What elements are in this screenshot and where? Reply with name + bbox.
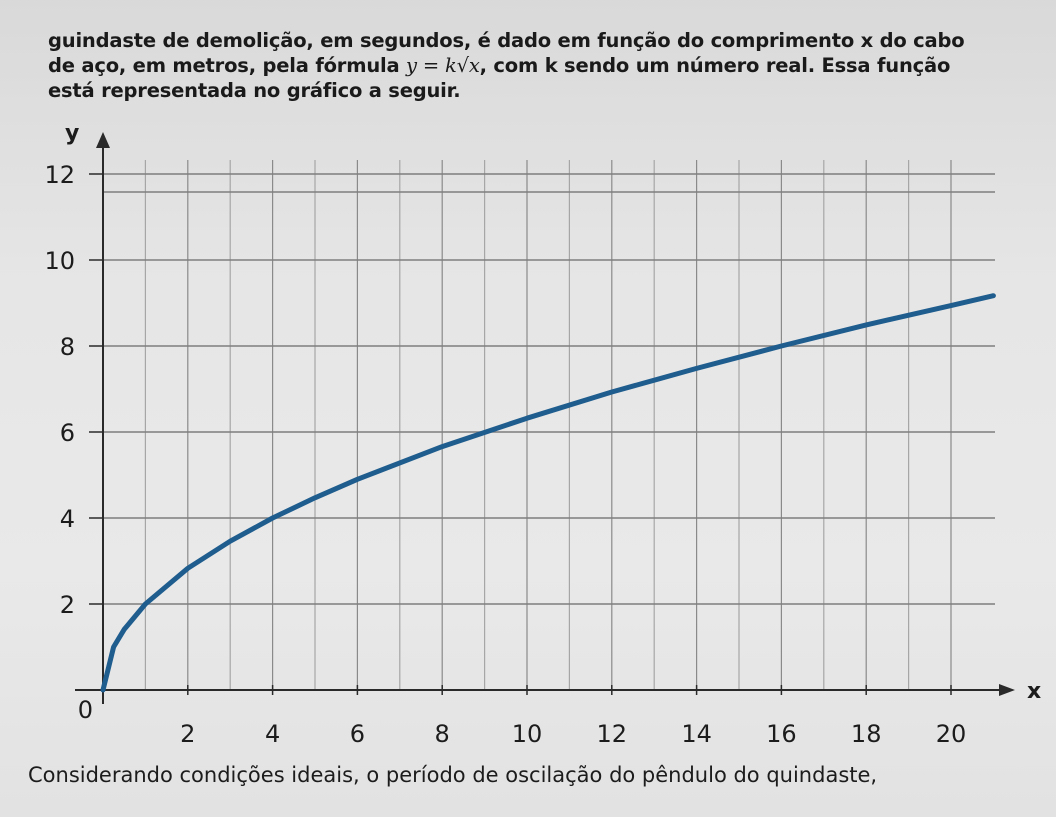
x-axis-label: x: [1027, 679, 1041, 704]
caption-text: Considerando condições ideais, o período…: [28, 763, 878, 787]
x-tick-label: 10: [512, 720, 543, 748]
data-series-line: [100, 293, 996, 693]
y-tick-label: 10: [44, 247, 75, 275]
y-tick-label: 6: [60, 419, 75, 447]
x-tick-label: 6: [350, 720, 365, 748]
origin-label: 0: [78, 696, 93, 724]
y-axis-label: y: [65, 121, 79, 146]
x-tick-label: 2: [180, 720, 195, 748]
formula: y = k√x: [406, 54, 480, 77]
y-tick-label: 4: [60, 505, 75, 533]
y-tick-label: 12: [44, 161, 75, 189]
x-tick-label: 8: [435, 720, 450, 748]
problem-line-2: de aço, em metros, pela fórmula y = k√x,…: [48, 53, 1008, 78]
problem-line-1: guindaste de demolição, em segundos, é d…: [48, 29, 965, 52]
y-tick-label: 2: [60, 591, 75, 619]
x-tick-label: 4: [265, 720, 280, 748]
x-tick-label: 14: [681, 720, 712, 748]
problem-text: guindaste de demolição, em segundos, é d…: [48, 28, 1008, 103]
x-tick-label: 20: [936, 720, 967, 748]
x-tick-label: 16: [766, 720, 797, 748]
y-tick-label: 8: [60, 333, 75, 361]
x-tick-label: 18: [851, 720, 882, 748]
problem-line-2-start: de aço, em metros, pela fórmula: [48, 54, 407, 77]
y-axis-arrow: [96, 132, 110, 148]
x-tick-label: 12: [597, 720, 628, 748]
problem-line-3: está representada no gráfico a seguir.: [48, 79, 461, 102]
x-axis-arrow: [999, 684, 1015, 696]
problem-line-2-end: , com k sendo um número real. Essa funçã…: [479, 54, 951, 77]
